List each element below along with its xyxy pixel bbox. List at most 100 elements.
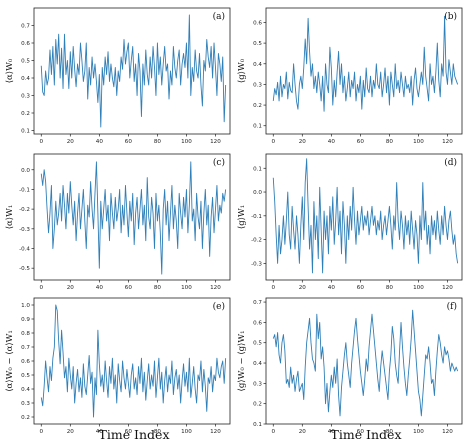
x-tick-label: 80 <box>386 139 394 145</box>
x-tick-label: 120 <box>442 429 453 435</box>
y-tick-label: 0.2 <box>21 111 30 117</box>
series-line-e <box>40 304 227 418</box>
panel-label-d: (d) <box>444 157 457 168</box>
x-tick-label: 120 <box>210 139 221 145</box>
x-tick-label: 40 <box>328 285 336 291</box>
y-tick-label: 0.8 <box>21 331 30 337</box>
y-tick-label: 0.3 <box>253 82 262 88</box>
x-tick-label: 120 <box>210 429 221 435</box>
x-tick-label: 20 <box>299 139 307 145</box>
y-tick-label: 0.4 <box>21 387 30 393</box>
x-tick-label: 60 <box>357 139 365 145</box>
series-line-c <box>40 161 227 275</box>
y-axis-label-b: ⟨g⟩W₀ <box>237 58 247 83</box>
x-tick-label: 80 <box>386 285 394 291</box>
y-axis-label-a: ⟨α⟩W₀ <box>5 58 15 83</box>
y-tick-label: 0.3 <box>253 381 262 387</box>
y-axis-label-e: ⟨α⟩W₀ − ⟨α⟩W₁ <box>5 330 15 392</box>
x-axis-label-right: Time Index <box>331 427 402 442</box>
x-tick-label: 100 <box>181 285 192 291</box>
y-tick-label: 0.3 <box>21 401 30 407</box>
x-tick-label: 100 <box>413 429 424 435</box>
panel-label-c: (c) <box>213 157 225 168</box>
y-tick-label: 0.7 <box>21 345 30 351</box>
y-axis-label-f: ⟨g⟩W₀ − ⟨g⟩W₁ <box>237 331 247 392</box>
x-tick-label: 0 <box>39 139 43 145</box>
x-tick-label: 80 <box>386 429 394 435</box>
y-tick-label: 0.1 <box>253 422 262 428</box>
x-tick-label: 120 <box>442 139 453 145</box>
panel-b: 0 20 40 60 80 100 120 0.1 0.2 0.3 0.4 0.5 0.6 ⟨g⟩W₀ (b… <box>237 7 463 145</box>
y-tick-label: 0.9 <box>21 317 30 323</box>
y-tick-label: -0.4 <box>19 247 30 253</box>
y-tick-label: 0.4 <box>253 361 262 367</box>
plot-frame-d <box>265 153 463 281</box>
x-tick-label: 0 <box>39 429 43 435</box>
y-tick-label: 0.7 <box>253 300 262 306</box>
x-tick-label: 20 <box>299 429 307 435</box>
y-axis-label-d: ⟨g⟩W₁ <box>237 205 247 229</box>
x-tick-label: 20 <box>67 429 75 435</box>
x-tick-label: 40 <box>96 139 104 145</box>
y-tick-label: -0.2 <box>19 207 30 213</box>
y-tick-label: 0.4 <box>253 62 262 68</box>
x-tick-label: 100 <box>181 139 192 145</box>
y-tick-label: -0.1 <box>19 187 30 193</box>
y-tick-label: -0.1 <box>251 214 262 220</box>
panel-label-a: (a) <box>213 11 225 22</box>
y-tick-label: -0.5 <box>19 266 30 272</box>
y-tick-label: 0.6 <box>21 359 30 365</box>
panel-c: 0 20 40 60 80 100 120 -0.5 -0.4 -0.3 -0.2 -0.1 0.0 ⟨α… <box>5 153 231 291</box>
panel-f: 0 20 40 60 80 100 120 0.1 0.2 0.3 0.4 0.5 0.6 0.7 ⟨g⟩W… <box>237 297 463 435</box>
x-tick-label: 20 <box>67 285 75 291</box>
y-tick-label: 0.2 <box>253 103 262 109</box>
y-tick-label: -0.3 <box>19 227 30 233</box>
x-tick-label: 100 <box>181 429 192 435</box>
y-tick-label: 0.1 <box>253 166 262 172</box>
x-tick-label: 0 <box>39 285 43 291</box>
series-line-b <box>272 15 459 112</box>
series-line-f <box>272 309 459 417</box>
x-tick-label: 80 <box>154 429 162 435</box>
x-tick-label: 40 <box>328 429 336 435</box>
x-tick-label: 60 <box>357 285 365 291</box>
y-tick-label: 0.7 <box>21 24 30 30</box>
y-tick-label: 0.3 <box>21 94 30 100</box>
y-tick-label: 0.4 <box>21 76 30 82</box>
panel-d: 0 20 40 60 80 100 120 -0.3 -0.2 -0.1 0.0 0.1 ⟨g⟩W₁ (d… <box>237 153 463 291</box>
x-tick-label: 60 <box>357 429 365 435</box>
y-tick-label: 1.0 <box>21 303 30 309</box>
x-tick-label: 120 <box>210 285 221 291</box>
y-axis-label-c: ⟨α⟩W₁ <box>5 205 15 230</box>
series-line-d <box>272 158 459 274</box>
panel-label-b: (b) <box>444 11 457 22</box>
plot-frame-a <box>33 7 231 135</box>
x-tick-label: 40 <box>96 429 104 435</box>
x-tick-label: 120 <box>442 285 453 291</box>
y-tick-label: 0.5 <box>253 341 262 347</box>
y-tick-label: 0.5 <box>21 59 30 65</box>
y-tick-label: 0.2 <box>253 402 262 408</box>
x-tick-label: 20 <box>299 285 307 291</box>
x-tick-label: 80 <box>154 285 162 291</box>
y-tick-label: 0.5 <box>253 41 262 47</box>
y-tick-label: 0.6 <box>253 20 262 26</box>
y-tick-label: -0.3 <box>251 261 262 267</box>
plot-frame-f <box>265 297 463 425</box>
panel-label-e: (e) <box>213 301 225 312</box>
y-tick-label: 0.6 <box>253 320 262 326</box>
x-tick-label: 0 <box>271 429 275 435</box>
y-tick-label: 0.2 <box>21 415 30 421</box>
y-tick-label: 0.0 <box>253 190 262 196</box>
x-tick-label: 0 <box>271 285 275 291</box>
x-axis-label-left: Time Index <box>99 427 170 442</box>
y-tick-label: 0.1 <box>253 124 262 130</box>
x-tick-label: 80 <box>154 139 162 145</box>
x-tick-label: 60 <box>125 139 133 145</box>
y-tick-label: 0.0 <box>21 168 30 174</box>
y-tick-label: 0.5 <box>21 373 30 379</box>
x-tick-label: 40 <box>96 285 104 291</box>
x-tick-label: 100 <box>413 139 424 145</box>
series-line-a <box>40 14 227 128</box>
